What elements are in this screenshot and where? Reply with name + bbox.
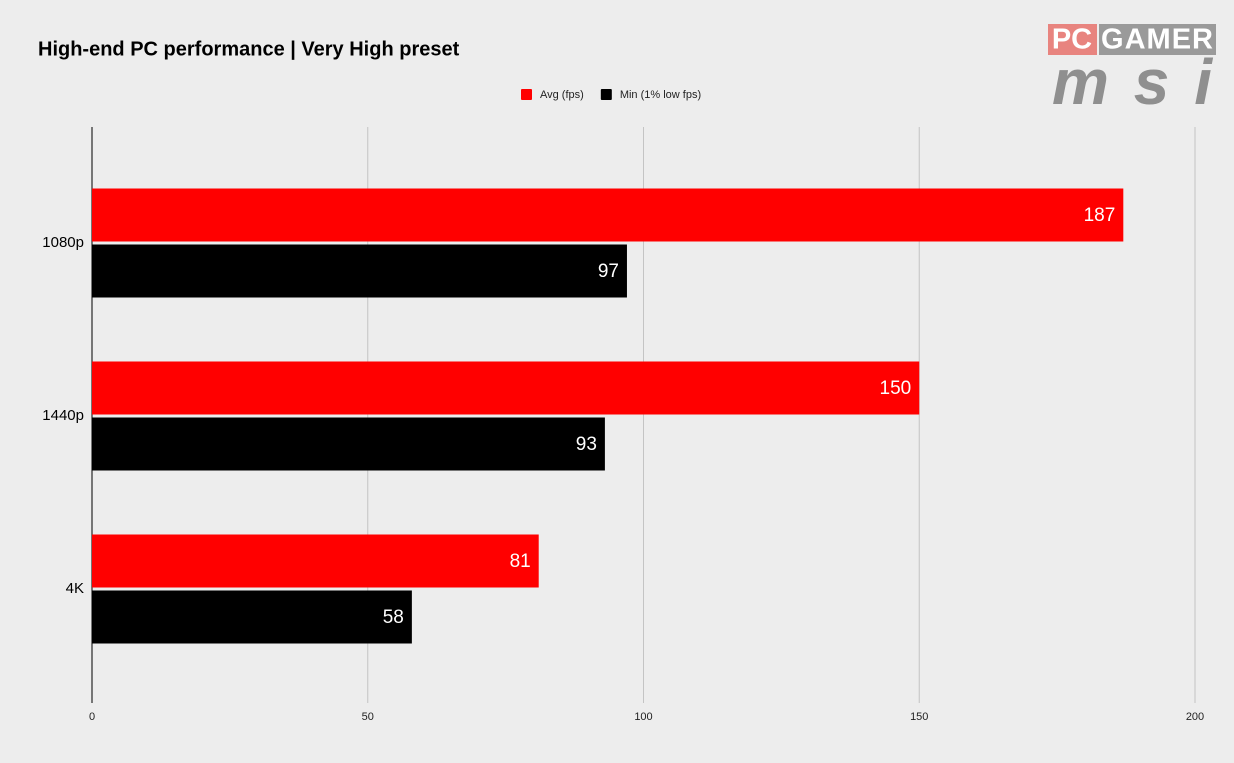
legend-swatch bbox=[521, 89, 532, 100]
y-tick-label: 1080p bbox=[42, 234, 84, 251]
x-tick-label: 50 bbox=[362, 711, 374, 723]
y-tick-label: 4K bbox=[66, 580, 84, 597]
bar bbox=[92, 590, 412, 644]
value-label: 150 bbox=[880, 378, 912, 399]
bar bbox=[92, 534, 539, 588]
value-label: 58 bbox=[383, 607, 404, 628]
logo-pc-box bbox=[1048, 24, 1097, 55]
x-tick-label: 0 bbox=[89, 711, 95, 723]
value-label: 81 bbox=[510, 551, 531, 572]
x-tick-label: 100 bbox=[634, 711, 652, 723]
value-label: 187 bbox=[1084, 205, 1116, 226]
x-tick-label: 200 bbox=[1186, 711, 1204, 723]
y-tick-label: 1440p bbox=[42, 407, 84, 424]
bar bbox=[92, 244, 627, 298]
bar bbox=[92, 361, 920, 415]
legend-swatch bbox=[600, 89, 612, 100]
bar bbox=[92, 417, 605, 471]
x-tick-label: 150 bbox=[910, 711, 928, 723]
value-label: 97 bbox=[598, 261, 619, 282]
logo-pc: PC bbox=[1052, 24, 1092, 56]
legend-label: Min (1% low fps) bbox=[620, 89, 701, 101]
logo-gamer: GAMER bbox=[1101, 24, 1213, 56]
value-label: 93 bbox=[576, 434, 597, 455]
bar bbox=[92, 188, 1124, 242]
chart-title: High-end PC performance | Very High pres… bbox=[38, 38, 460, 60]
legend-label: Avg (fps) bbox=[540, 89, 584, 101]
logo-gamer-box bbox=[1099, 24, 1216, 55]
